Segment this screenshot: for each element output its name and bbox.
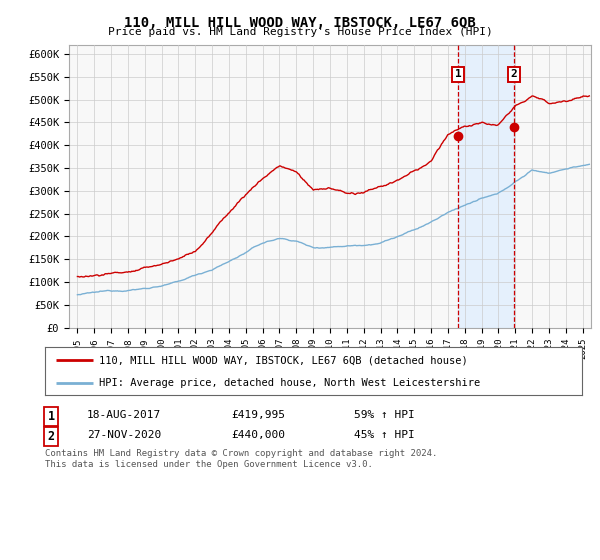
Text: 18-AUG-2017: 18-AUG-2017 (87, 410, 161, 420)
Text: 59% ↑ HPI: 59% ↑ HPI (354, 410, 415, 420)
Text: HPI: Average price, detached house, North West Leicestershire: HPI: Average price, detached house, Nort… (98, 378, 480, 388)
Text: 110, MILL HILL WOOD WAY, IBSTOCK, LE67 6QB: 110, MILL HILL WOOD WAY, IBSTOCK, LE67 6… (124, 16, 476, 30)
Text: 2: 2 (511, 69, 517, 80)
Text: £440,000: £440,000 (231, 430, 285, 440)
Text: Contains HM Land Registry data © Crown copyright and database right 2024.
This d: Contains HM Land Registry data © Crown c… (45, 449, 437, 469)
Text: Price paid vs. HM Land Registry's House Price Index (HPI): Price paid vs. HM Land Registry's House … (107, 27, 493, 37)
Text: 1: 1 (47, 410, 55, 423)
Text: 2: 2 (47, 430, 55, 443)
Text: £419,995: £419,995 (231, 410, 285, 420)
Text: 27-NOV-2020: 27-NOV-2020 (87, 430, 161, 440)
Bar (458, 45, 514, 328)
Text: 45% ↑ HPI: 45% ↑ HPI (354, 430, 415, 440)
Text: 110, MILL HILL WOOD WAY, IBSTOCK, LE67 6QB (detached house): 110, MILL HILL WOOD WAY, IBSTOCK, LE67 6… (98, 355, 467, 365)
Text: 1: 1 (455, 69, 461, 80)
